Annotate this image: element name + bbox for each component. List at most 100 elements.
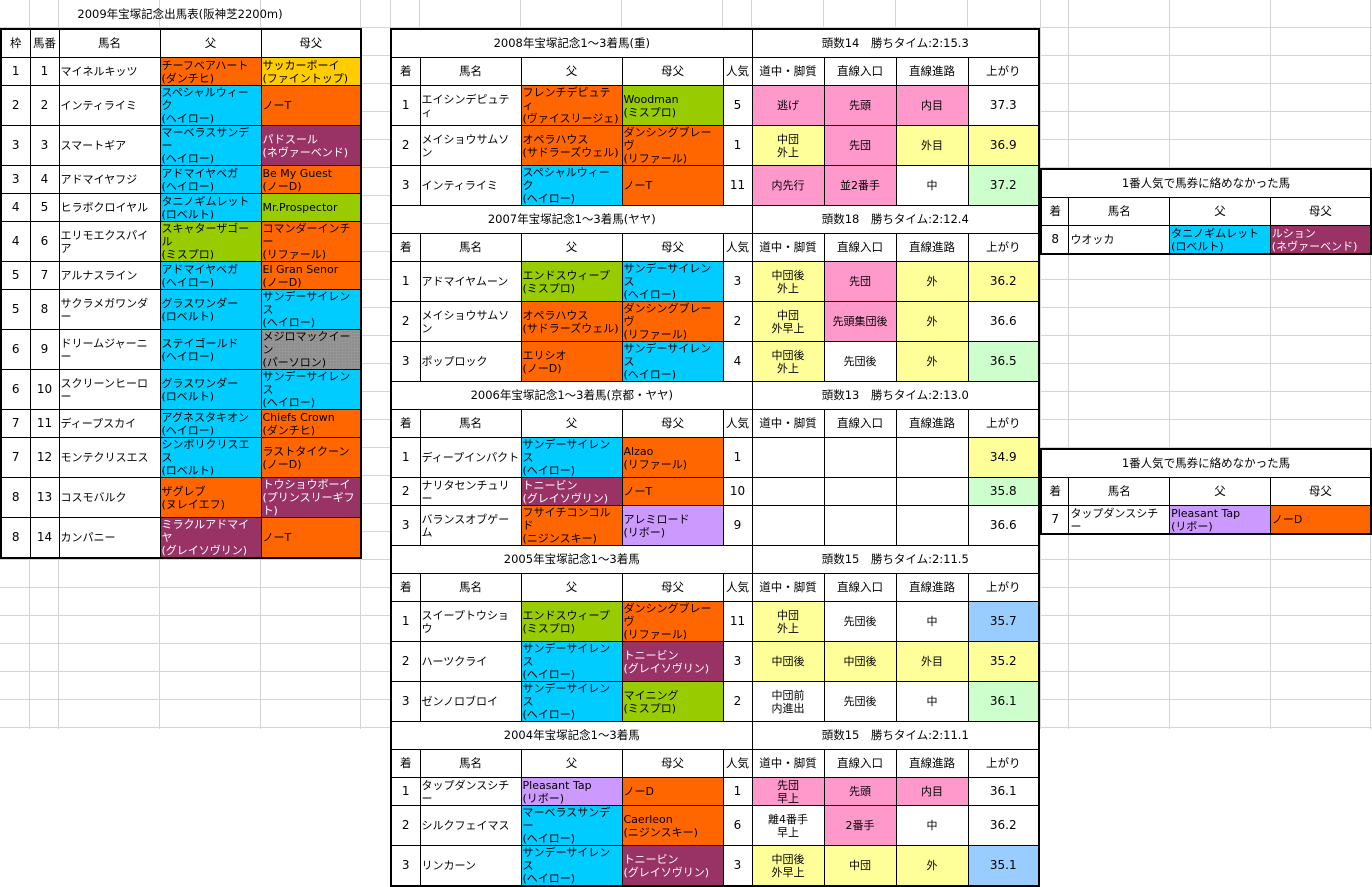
waku-cell[interactable]: 3 xyxy=(0,125,31,166)
popularity-cell[interactable]: 3 xyxy=(722,261,753,302)
column-header[interactable]: 着 xyxy=(390,749,421,778)
rank-cell[interactable]: 3 xyxy=(390,341,421,382)
rank-cell[interactable]: 1 xyxy=(390,261,421,302)
column-header[interactable]: 馬名 xyxy=(419,409,522,438)
column-header[interactable]: 人気 xyxy=(722,233,753,262)
stretch-course-cell[interactable] xyxy=(895,437,969,478)
dam-sire-cell[interactable]: サンデーサイレンス (ヘイロー) xyxy=(621,341,724,382)
column-header[interactable]: 着 xyxy=(390,409,421,438)
stretch-entry-cell[interactable]: 先頭 xyxy=(823,85,897,126)
dam-sire-cell[interactable]: ノーT xyxy=(260,517,362,559)
horse-name-cell[interactable]: サクラメガワンダー xyxy=(58,289,161,330)
waku-cell[interactable]: 5 xyxy=(0,289,31,330)
rank-cell[interactable]: 2 xyxy=(390,477,421,506)
horse-name-cell[interactable]: マイネルキッツ xyxy=(58,57,161,86)
column-header[interactable]: 母父 xyxy=(621,233,724,262)
dam-sire-cell[interactable]: トウショウボーイ (プリンスリーギフト) xyxy=(260,477,362,518)
running-style-cell[interactable]: 逃げ xyxy=(751,85,825,126)
stretch-entry-cell[interactable] xyxy=(823,477,897,506)
rank-cell[interactable]: 1 xyxy=(390,777,421,806)
popularity-cell[interactable]: 3 xyxy=(722,845,753,887)
running-style-cell[interactable] xyxy=(751,437,825,478)
stretch-course-cell[interactable]: 外 xyxy=(895,341,969,382)
dam-sire-cell[interactable]: Mr.Prospector xyxy=(260,193,362,222)
dam-sire-cell[interactable]: トニービン (グレイソヴリン) xyxy=(621,641,724,682)
column-header[interactable]: 直線入口 xyxy=(823,233,897,262)
column-header[interactable]: 直線進路 xyxy=(895,749,969,778)
waku-cell[interactable]: 8 xyxy=(0,517,31,559)
stretch-entry-cell[interactable]: 先団 xyxy=(823,125,897,166)
column-header[interactable]: 馬名 xyxy=(419,573,522,602)
column-header[interactable]: 直線進路 xyxy=(895,233,969,262)
column-header[interactable]: 直線進路 xyxy=(895,409,969,438)
column-header[interactable]: 上がり xyxy=(967,409,1040,438)
sire-cell[interactable]: アドマイヤベガ (ヘイロー) xyxy=(159,165,262,194)
column-header[interactable]: 直線入口 xyxy=(823,409,897,438)
sire-cell[interactable]: グラスワンダー (ロベルト) xyxy=(159,289,262,330)
horse-name-cell[interactable]: カンパニー xyxy=(58,517,161,559)
horse-number-cell[interactable]: 5 xyxy=(29,193,60,222)
rank-cell[interactable]: 7 xyxy=(1040,505,1070,535)
block-title[interactable]: 2006年宝塚記念1〜3着馬(京都・ヤヤ) xyxy=(390,381,753,410)
column-header[interactable]: 母父 xyxy=(1269,477,1372,506)
horse-name-cell[interactable]: エリモエクスパイア xyxy=(58,221,161,262)
last3f-cell[interactable]: 36.5 xyxy=(967,341,1040,382)
stretch-course-cell[interactable]: 中 xyxy=(895,805,969,846)
block-title[interactable]: 2008年宝塚記念1〜3着馬(重) xyxy=(390,28,753,58)
popularity-cell[interactable]: 1 xyxy=(722,125,753,166)
horse-name-cell[interactable]: バランスオブゲーム xyxy=(419,505,522,546)
running-style-cell[interactable]: 離4番手 早上 xyxy=(751,805,825,846)
dam-sire-cell[interactable]: コマンダーインチー (リファール) xyxy=(260,221,362,262)
sire-cell[interactable]: アグネスタキオン (ヘイロー) xyxy=(159,409,262,438)
dam-sire-cell[interactable]: ダンシングブレーヴ (リファール) xyxy=(621,301,724,342)
running-style-cell[interactable] xyxy=(751,477,825,506)
column-header[interactable]: 馬名 xyxy=(58,28,161,58)
horse-name-cell[interactable]: アドマイヤムーン xyxy=(419,261,522,302)
horse-name-cell[interactable]: コスモバルク xyxy=(58,477,161,518)
column-header[interactable]: 上がり xyxy=(967,233,1040,262)
column-header[interactable]: 直線入口 xyxy=(823,573,897,602)
sire-cell[interactable]: スペシャルウィーク (ヘイロー) xyxy=(520,165,623,206)
dam-sire-cell[interactable]: ノーT xyxy=(260,85,362,126)
horse-name-cell[interactable]: シルクフェイマス xyxy=(419,805,522,846)
sire-cell[interactable]: サンデーサイレンス (ヘイロー) xyxy=(520,681,623,722)
dam-sire-cell[interactable]: サンデーサイレンス (ヘイロー) xyxy=(260,369,362,410)
column-header[interactable]: 父 xyxy=(1169,197,1271,226)
column-header[interactable]: 着 xyxy=(1040,197,1070,226)
dam-sire-cell[interactable]: マイニング (ミスプロ) xyxy=(621,681,724,722)
horse-number-cell[interactable]: 11 xyxy=(29,409,60,438)
dam-sire-cell[interactable]: El Gran Senor (ノーD) xyxy=(260,261,362,290)
column-header[interactable]: 母父 xyxy=(621,573,724,602)
sire-cell[interactable]: サンデーサイレンス (ヘイロー) xyxy=(520,437,623,478)
sire-cell[interactable]: マーベラスサンデー (ヘイロー) xyxy=(520,805,623,846)
rank-cell[interactable]: 2 xyxy=(390,805,421,846)
horse-name-cell[interactable]: スクリーンヒーロー xyxy=(58,369,161,410)
popularity-cell[interactable]: 1 xyxy=(722,437,753,478)
waku-cell[interactable]: 6 xyxy=(0,329,31,370)
last3f-cell[interactable]: 35.1 xyxy=(967,845,1040,887)
waku-cell[interactable]: 6 xyxy=(0,369,31,410)
stretch-course-cell[interactable]: 外目 xyxy=(895,641,969,682)
waku-cell[interactable]: 2 xyxy=(0,85,31,126)
stretch-course-cell[interactable]: 中 xyxy=(895,681,969,722)
column-header[interactable]: 馬番 xyxy=(29,28,60,58)
popularity-cell[interactable]: 4 xyxy=(722,341,753,382)
column-header[interactable]: 道中・脚質 xyxy=(751,233,825,262)
stretch-course-cell[interactable]: 中 xyxy=(895,601,969,642)
stretch-course-cell[interactable]: 外 xyxy=(895,845,969,887)
dam-sire-cell[interactable]: Woodman (ミスプロ) xyxy=(621,85,724,126)
column-header[interactable]: 父 xyxy=(520,233,623,262)
last3f-cell[interactable]: 36.6 xyxy=(967,505,1040,546)
sire-cell[interactable]: オペラハウス (サドラーズウェル) xyxy=(520,301,623,342)
sire-cell[interactable]: タニノギムレット (ロベルト) xyxy=(159,193,262,222)
column-header[interactable]: 人気 xyxy=(722,749,753,778)
popularity-cell[interactable]: 2 xyxy=(722,301,753,342)
running-style-cell[interactable]: 中団後 外上 xyxy=(751,341,825,382)
sire-cell[interactable]: エンドスウィープ (ミスプロ) xyxy=(520,601,623,642)
stretch-entry-cell[interactable]: 先頭集団後 xyxy=(823,301,897,342)
horse-name-cell[interactable]: タップダンスシチー xyxy=(419,777,522,806)
stretch-entry-cell[interactable]: 2番手 xyxy=(823,805,897,846)
running-style-cell[interactable]: 中団 外上 xyxy=(751,601,825,642)
waku-cell[interactable]: 7 xyxy=(0,409,31,438)
column-header[interactable]: 人気 xyxy=(722,573,753,602)
